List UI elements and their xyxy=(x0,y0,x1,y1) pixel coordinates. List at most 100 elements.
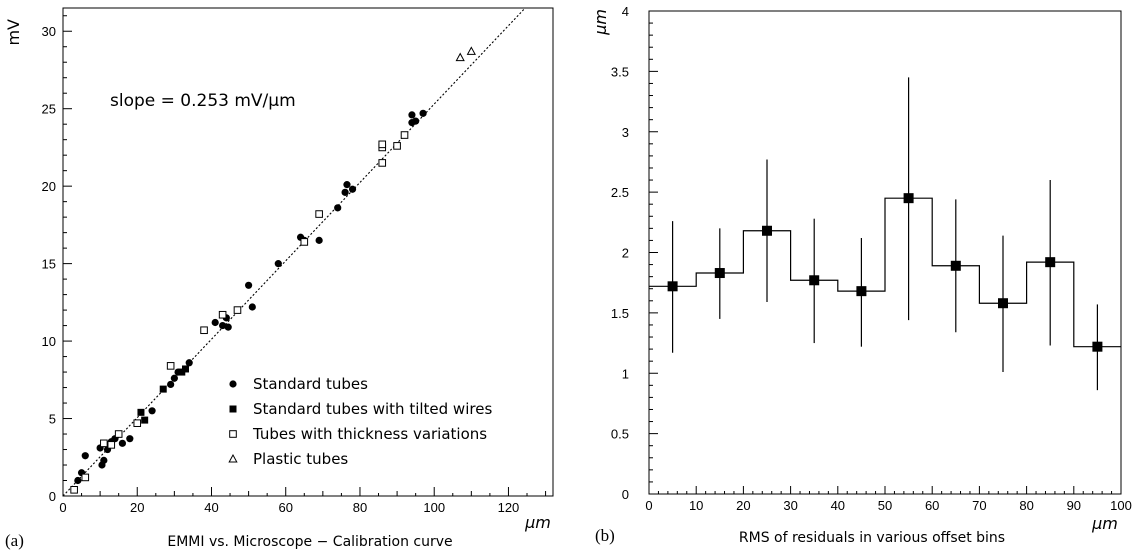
data-point xyxy=(118,439,126,447)
data-point xyxy=(114,430,123,438)
histogram-outline xyxy=(649,197,1121,348)
data-point xyxy=(1092,341,1103,352)
legend-marker xyxy=(229,380,237,388)
x-tick-label: 100 xyxy=(423,500,445,515)
data-point xyxy=(400,131,409,139)
data-point xyxy=(185,359,193,367)
x-tick-label: 20 xyxy=(130,500,144,515)
data-point xyxy=(950,260,961,271)
data-point xyxy=(70,486,78,494)
data-point xyxy=(126,435,134,443)
legend-label: Tubes with thickness variations xyxy=(252,425,487,443)
data-point xyxy=(408,111,416,119)
data-point xyxy=(334,204,342,212)
y-tick-label: 25 xyxy=(42,102,56,117)
data-point xyxy=(412,117,420,125)
data-point xyxy=(133,419,142,427)
y-tick-label: 0.5 xyxy=(611,427,629,442)
data-point xyxy=(341,188,349,196)
data-point xyxy=(274,260,282,268)
data-point xyxy=(667,281,678,292)
data-point xyxy=(419,109,427,117)
y-tick-label: 10 xyxy=(42,334,56,349)
panel-b: 0 10 20 30 40 50 60 70 80 90 10000.511.522.533.54μ… xyxy=(591,4,1132,546)
x-tick-label: 40 xyxy=(831,498,845,513)
y-unit-label: μm xyxy=(591,9,610,36)
panel-label: (b) xyxy=(595,526,615,545)
x-unit-label: μm xyxy=(524,513,551,532)
data-point xyxy=(378,159,387,167)
legend-marker xyxy=(229,430,237,438)
data-point xyxy=(219,321,227,330)
data-point xyxy=(466,46,476,55)
data-point xyxy=(809,275,820,286)
x-tick-label: 70 xyxy=(972,498,986,513)
y-tick-label: 3 xyxy=(622,125,629,140)
data-point xyxy=(903,193,914,204)
data-point xyxy=(166,362,175,370)
y-tick-label: 1 xyxy=(622,366,629,381)
x-tick-label: 20 xyxy=(736,498,750,513)
y-tick-label: 0 xyxy=(49,489,56,504)
legend-marker xyxy=(228,453,238,463)
y-tick-label: 2 xyxy=(622,246,629,261)
y-unit-label: mV xyxy=(4,19,23,46)
y-tick-label: 0 xyxy=(622,487,629,502)
data-point xyxy=(455,52,465,62)
data-point xyxy=(348,185,357,193)
data-point xyxy=(182,365,189,373)
legend-marker xyxy=(229,405,237,413)
x-tick-label: 120 xyxy=(498,500,520,515)
y-tick-label: 30 xyxy=(42,24,56,39)
legend-label: Standard tubes with tilted wires xyxy=(253,400,492,418)
data-point xyxy=(343,181,351,189)
x-tick-label: 60 xyxy=(278,500,292,515)
panel-a: 0 20 40 60 80 100 120 0 5 10 15 20 25 30 slope = 0.253… xyxy=(4,7,554,550)
x-tick-label: 90 xyxy=(1067,498,1081,513)
data-point xyxy=(315,236,323,244)
data-point xyxy=(167,380,175,389)
data-point xyxy=(200,326,208,335)
x-axis-title: RMS of residuals in various offset bins xyxy=(739,530,1005,546)
data-point xyxy=(81,473,90,482)
x-tick-label: 80 xyxy=(353,500,367,515)
y-tick-label: 5 xyxy=(49,412,56,427)
data-point xyxy=(159,385,167,393)
data-point xyxy=(81,452,89,460)
data-point xyxy=(233,306,242,314)
data-point xyxy=(74,476,82,485)
x-tick-label: 60 xyxy=(925,498,939,513)
data-point xyxy=(141,416,149,424)
data-point xyxy=(856,286,867,297)
data-point xyxy=(170,374,178,382)
data-point xyxy=(218,310,227,319)
x-tick-label: 0 xyxy=(59,500,66,515)
x-tick-label: 100 xyxy=(1110,498,1132,513)
x-tick-label: 0 xyxy=(645,498,652,513)
x-unit-label: μm xyxy=(1091,514,1118,533)
y-tick-label: 4 xyxy=(622,4,629,19)
data-point xyxy=(211,318,219,327)
slope-annotation: slope = 0.253 mV/μm xyxy=(110,91,296,111)
data-point xyxy=(762,225,772,236)
x-tick-label: 30 xyxy=(783,498,797,513)
data-point xyxy=(224,323,232,331)
x-tick-label: 10 xyxy=(689,498,703,513)
data-point xyxy=(378,140,387,149)
data-point xyxy=(245,281,253,289)
data-point xyxy=(100,456,108,464)
fit-line xyxy=(62,7,526,497)
y-tick-label: 2.5 xyxy=(611,185,629,200)
data-point xyxy=(100,439,108,448)
data-point xyxy=(148,407,156,415)
y-tick-label: 1.5 xyxy=(611,306,629,321)
data-point xyxy=(998,298,1008,309)
y-tick-label: 15 xyxy=(42,257,56,272)
data-point xyxy=(315,210,323,218)
legend-label: Plastic tubes xyxy=(253,450,348,468)
panel-label: (a) xyxy=(5,531,24,550)
data-point xyxy=(178,368,186,376)
data-point xyxy=(1045,257,1056,268)
x-axis-title: EMMI vs. Microscope − Calibration curve xyxy=(167,534,452,550)
